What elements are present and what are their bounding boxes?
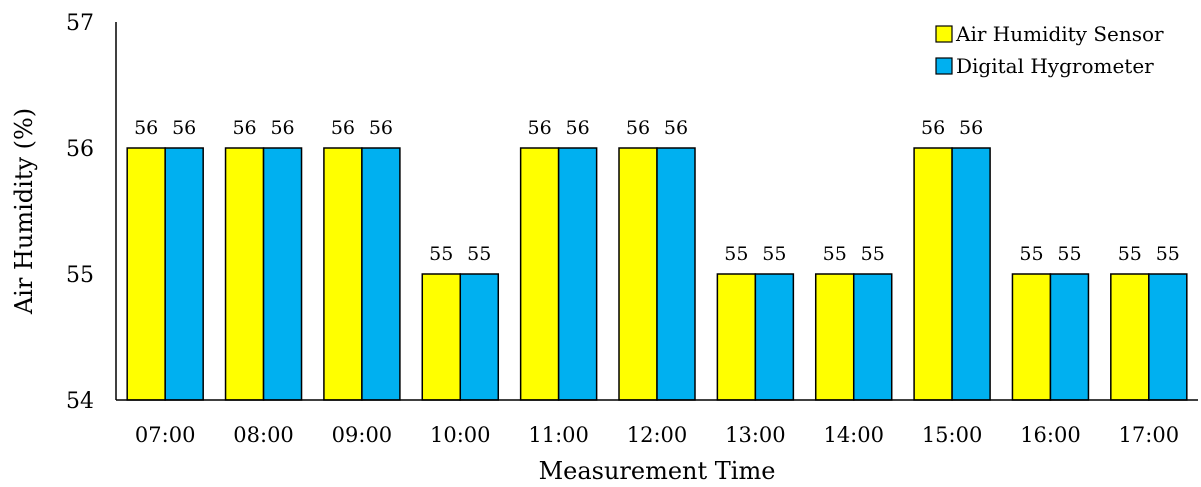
data-label: 55 (429, 243, 453, 265)
data-label: 55 (1057, 243, 1081, 265)
data-label: 55 (861, 243, 885, 265)
data-label: 56 (566, 117, 590, 139)
bar-air-humidity-sensor-1300 (716, 273, 757, 401)
bar-digital-hygrometer-1000 (459, 273, 500, 401)
y-tick-label: 56 (66, 137, 94, 162)
data-labels-group: 56 56 56 56 56 56 55 55 56 56 56 56 55 55 55 55 56 56 55 55… (134, 117, 1180, 265)
data-label: 55 (1019, 243, 1043, 265)
bar-air-humidity-sensor-0700 (126, 147, 166, 401)
y-axis-title: Air Humidity (%) (10, 108, 38, 315)
data-label: 56 (331, 117, 355, 139)
bar-air-humidity-sensor-1700 (1110, 273, 1150, 401)
bar-digital-hygrometer-0800 (262, 147, 303, 401)
bar-air-humidity-sensor-1100 (519, 147, 560, 401)
data-label: 56 (959, 117, 983, 139)
bar-air-humidity-sensor-1400 (814, 273, 855, 401)
data-label: 56 (921, 117, 945, 139)
data-label: 56 (232, 117, 256, 139)
data-label: 55 (823, 243, 847, 265)
legend-label-digital-hygrometer: Digital Hygrometer (956, 54, 1154, 78)
y-tick-label: 54 (66, 389, 94, 414)
bar-air-humidity-sensor-1000 (421, 273, 462, 401)
x-tick-label: 10:00 (430, 423, 491, 447)
data-label: 55 (467, 243, 491, 265)
data-label: 56 (172, 117, 196, 139)
bar-digital-hygrometer-1700 (1148, 273, 1188, 401)
bar-digital-hygrometer-0700 (164, 147, 204, 401)
x-tick-label: 16:00 (1020, 423, 1081, 447)
bar-air-humidity-sensor-1200 (618, 147, 658, 401)
x-axis-ticks: 07:00 08:00 09:00 10:00 11:00 12:00 13:00 14:00… (135, 423, 1179, 447)
x-tick-label: 07:00 (135, 423, 196, 447)
bar-air-humidity-sensor-0900 (323, 147, 363, 401)
x-tick-label: 09:00 (332, 423, 393, 447)
bar-digital-hygrometer-0900 (361, 147, 401, 401)
x-axis-title: Measurement Time (539, 457, 776, 485)
x-tick-label: 08:00 (233, 423, 294, 447)
bar-digital-hygrometer-1400 (852, 273, 893, 401)
bar-digital-hygrometer-1600 (1049, 273, 1090, 401)
bar-air-humidity-sensor-1600 (1011, 273, 1052, 401)
data-label: 56 (134, 117, 158, 139)
data-label: 56 (270, 117, 294, 139)
legend-swatch-air-humidity-sensor (935, 25, 953, 43)
x-tick-label: 17:00 (1119, 423, 1180, 447)
x-tick-label: 12:00 (627, 423, 688, 447)
data-label: 55 (724, 243, 748, 265)
data-label: 56 (528, 117, 552, 139)
x-tick-label: 13:00 (725, 423, 786, 447)
bar-air-humidity-sensor-1500 (913, 147, 953, 401)
x-tick-label: 15:00 (922, 423, 983, 447)
bar-digital-hygrometer-1300 (754, 273, 795, 401)
data-label: 56 (664, 117, 688, 139)
x-tick-label: 11:00 (528, 423, 589, 447)
y-axis-ticks: 54 55 56 57 (66, 11, 94, 414)
legend-label-air-humidity-sensor: Air Humidity Sensor (955, 22, 1164, 46)
y-tick-label: 57 (66, 11, 94, 36)
data-label: 56 (626, 117, 650, 139)
y-tick-label: 55 (66, 263, 94, 288)
bar-digital-hygrometer-1200 (656, 147, 696, 401)
data-label: 55 (1118, 243, 1142, 265)
legend-swatch-digital-hygrometer (935, 57, 953, 75)
bar-digital-hygrometer-1500 (951, 147, 991, 401)
data-label: 56 (369, 117, 393, 139)
bar-digital-hygrometer-1100 (557, 147, 598, 401)
bars-group (126, 147, 1188, 401)
legend: Air Humidity Sensor Digital Hygrometer (935, 22, 1164, 78)
x-tick-label: 14:00 (823, 423, 884, 447)
data-label: 55 (762, 243, 786, 265)
bar-air-humidity-sensor-0800 (224, 147, 265, 401)
data-label: 55 (1156, 243, 1180, 265)
